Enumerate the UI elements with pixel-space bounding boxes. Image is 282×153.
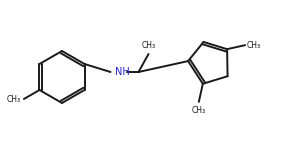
Text: CH₃: CH₃: [7, 95, 21, 104]
Text: NH: NH: [114, 67, 129, 77]
Text: CH₃: CH₃: [192, 106, 206, 115]
Text: CH₃: CH₃: [247, 41, 261, 50]
Text: CH₃: CH₃: [142, 41, 156, 50]
